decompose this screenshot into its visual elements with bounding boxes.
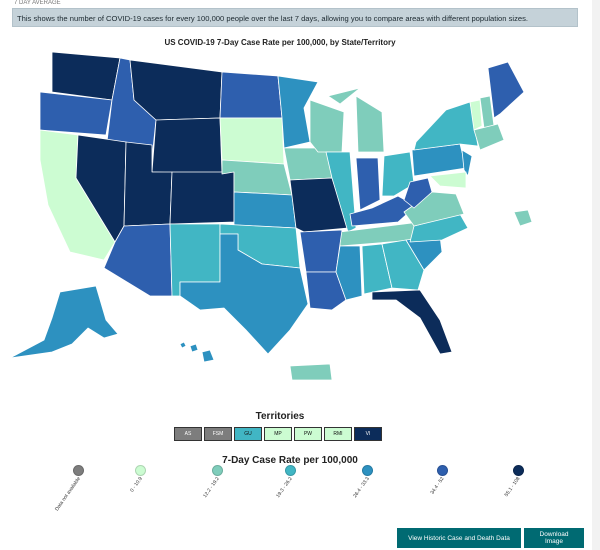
download-image-button[interactable]: Download Image — [524, 528, 584, 548]
legend-swatch-na — [73, 465, 84, 476]
territory-pw[interactable]: PW — [294, 427, 322, 441]
legend-title: 7-Day Case Rate per 100,000 — [222, 455, 358, 466]
state-new-jersey[interactable] — [461, 149, 473, 177]
state-kansas[interactable] — [233, 191, 297, 229]
legend-swatch-6 — [513, 465, 524, 476]
legend-swatch-1 — [135, 465, 146, 476]
territory-fsm[interactable]: FSM — [204, 427, 232, 441]
state-iowa[interactable] — [283, 147, 333, 181]
state-colorado[interactable] — [169, 171, 235, 225]
territory-gu[interactable]: GU — [234, 427, 262, 441]
map-title: US COVID-19 7-Day Case Rate per 100,000,… — [164, 38, 396, 47]
state-delaware-maryland[interactable] — [429, 171, 467, 189]
legend-swatch-3 — [285, 465, 296, 476]
state-wisconsin[interactable] — [309, 99, 345, 153]
state-louisiana[interactable] — [305, 271, 347, 311]
territories-row: AS FSM GU MP PW RMI VI — [174, 427, 382, 441]
territory-rmi[interactable]: RMI — [324, 427, 352, 441]
territory-puerto-rico[interactable] — [289, 363, 333, 381]
state-florida[interactable] — [371, 289, 453, 355]
info-banner: This shows the number of COVID-19 cases … — [12, 8, 578, 27]
legend-label-na: Data not available — [54, 476, 82, 513]
state-mississippi[interactable] — [335, 245, 363, 301]
scrollbar[interactable] — [592, 0, 600, 550]
territory-mp[interactable]: MP — [264, 427, 292, 441]
state-texas[interactable] — [179, 233, 309, 355]
territory-vi[interactable]: VI — [354, 427, 382, 441]
legend-label-4: 26.4 - 33.3 — [352, 476, 371, 500]
legend-swatch-4 — [362, 465, 373, 476]
state-oregon[interactable] — [39, 91, 113, 136]
legend-label-5: 34.4 - 52 — [429, 476, 446, 496]
state-north-dakota[interactable] — [219, 71, 283, 119]
state-dc-inset[interactable] — [513, 209, 533, 227]
legend-label-3: 19.3 - 26.2 — [275, 476, 294, 500]
state-maine[interactable] — [487, 61, 525, 119]
state-alaska[interactable] — [9, 285, 119, 359]
state-illinois[interactable] — [325, 151, 357, 233]
legend-label-2: 12.2 - 19.2 — [202, 476, 221, 500]
collapsed-section-label: 7 DAY AVERAGE — [14, 0, 61, 6]
legend-swatch-5 — [437, 465, 448, 476]
territories-title: Territories — [255, 411, 305, 422]
legend-swatch-2 — [212, 465, 223, 476]
legend-label-1: 0 - 10.9 — [129, 476, 144, 494]
state-ohio[interactable] — [381, 151, 415, 197]
state-indiana[interactable] — [355, 157, 381, 211]
us-choropleth-map — [9, 51, 533, 381]
state-hawaii[interactable] — [179, 341, 215, 363]
view-historic-data-button[interactable]: View Historic Case and Death Data — [397, 528, 521, 548]
state-michigan[interactable] — [327, 87, 385, 153]
state-missouri[interactable] — [289, 177, 349, 233]
state-wyoming[interactable] — [151, 117, 223, 175]
state-south-dakota[interactable] — [219, 117, 285, 165]
state-washington[interactable] — [51, 51, 121, 101]
state-arkansas[interactable] — [299, 229, 343, 273]
territory-as[interactable]: AS — [174, 427, 202, 441]
state-new-york[interactable] — [413, 101, 479, 151]
state-vermont[interactable] — [469, 99, 483, 131]
state-massachusetts-ct-ri[interactable] — [473, 123, 505, 151]
legend-label-6: 55.1 - 108 — [504, 476, 522, 498]
state-west-virginia[interactable] — [403, 177, 433, 209]
